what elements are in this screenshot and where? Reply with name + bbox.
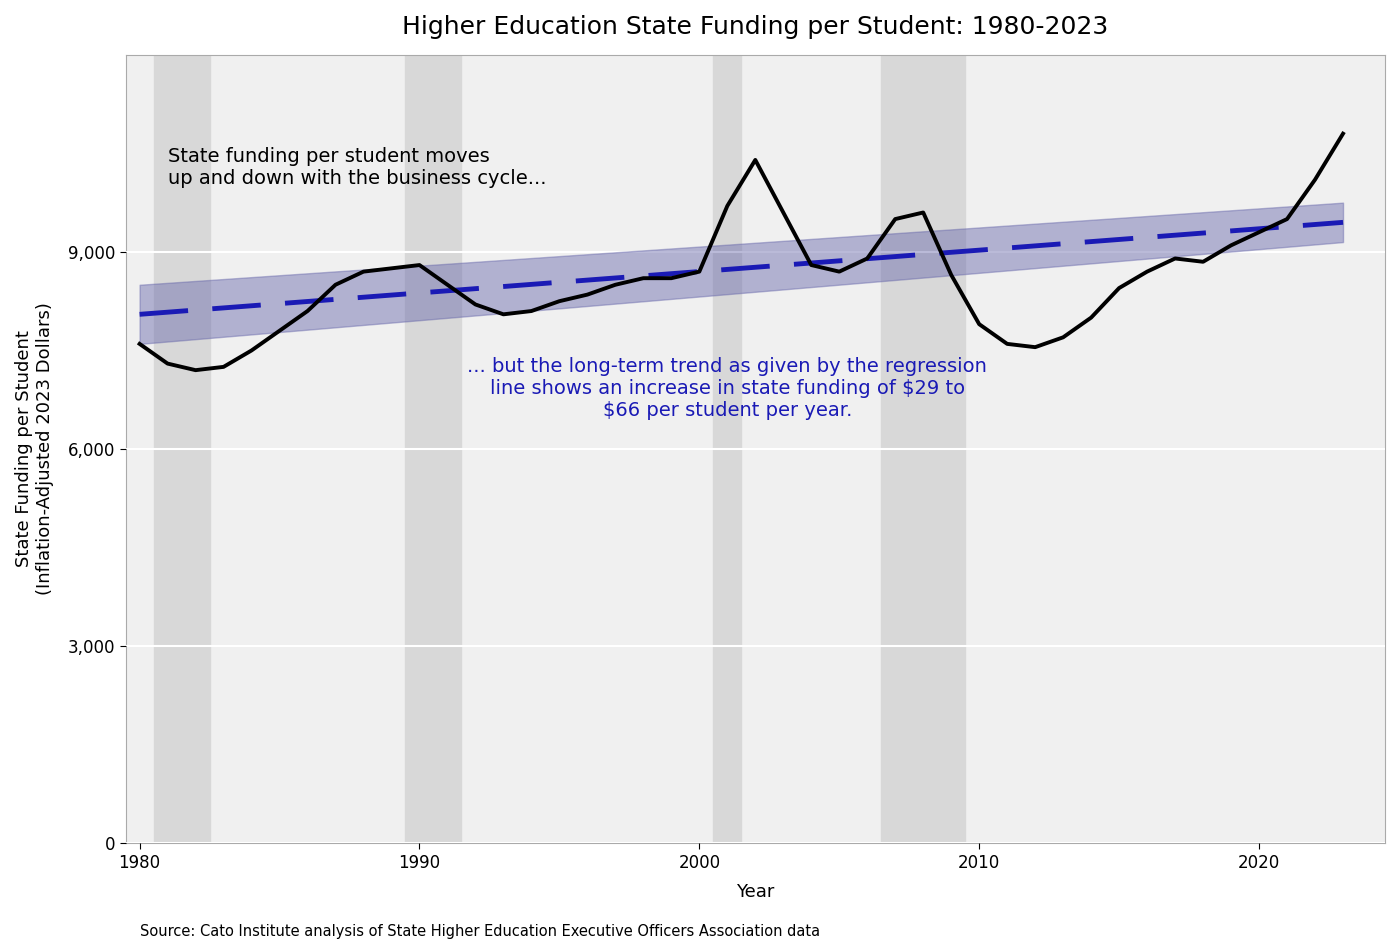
Bar (714, 55, 742, 843)
Bar (881, 55, 965, 843)
X-axis label: Year: Year (736, 883, 774, 901)
Text: State funding per student moves
up and down with the business cycle...: State funding per student moves up and d… (168, 147, 546, 188)
Title: Higher Education State Funding per Student: 1980-2023: Higher Education State Funding per Stude… (402, 15, 1109, 39)
Bar (154, 55, 210, 843)
Text: ... but the long-term trend as given by the regression
line shows an increase in: ... but the long-term trend as given by … (468, 357, 987, 420)
Bar (406, 55, 462, 843)
Text: Source: Cato Institute analysis of State Higher Education Executive Officers Ass: Source: Cato Institute analysis of State… (140, 924, 820, 939)
Y-axis label: State Funding per Student
(Inflation-Adjusted 2023 Dollars): State Funding per Student (Inflation-Adj… (15, 303, 53, 596)
